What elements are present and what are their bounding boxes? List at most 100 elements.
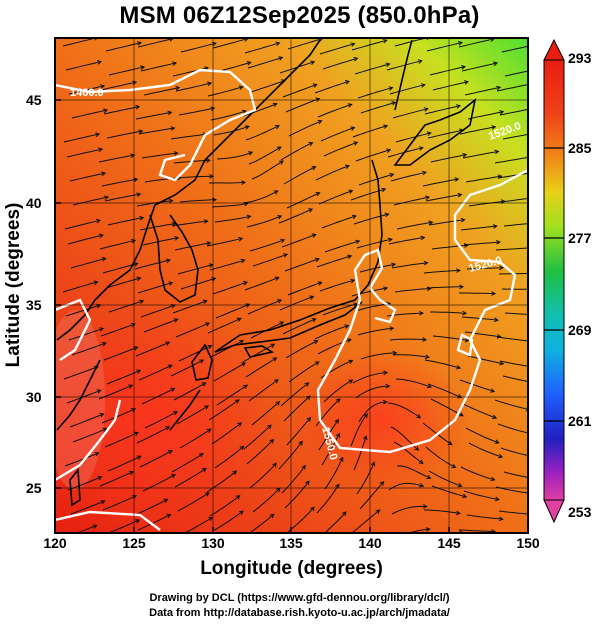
streamline-arrowhead bbox=[457, 40, 464, 46]
streamline bbox=[466, 514, 503, 520]
streamline bbox=[69, 172, 106, 182]
streamline-arrowhead bbox=[350, 278, 356, 284]
streamline-arrowhead bbox=[464, 80, 470, 85]
streamline-arrowhead bbox=[391, 262, 397, 268]
streamline bbox=[135, 341, 170, 357]
streamline-arrowhead bbox=[103, 108, 109, 114]
streamline-arrowhead bbox=[277, 215, 283, 220]
streamline bbox=[392, 108, 428, 119]
streamline-arrowhead bbox=[425, 527, 431, 532]
map-title: MSM 06Z12Sep2025 (850.0hPa) bbox=[119, 2, 480, 29]
streamline-arrowhead bbox=[457, 192, 463, 198]
y-tick-label: 40 bbox=[26, 195, 42, 211]
streamline bbox=[66, 148, 103, 158]
streamline-arrowhead bbox=[241, 180, 247, 185]
axis-ticks bbox=[54, 99, 529, 533]
streamline-arrowhead bbox=[170, 126, 176, 131]
streamline bbox=[210, 110, 246, 121]
streamline bbox=[496, 83, 528, 92]
streamline bbox=[249, 239, 285, 252]
streamline bbox=[393, 441, 424, 464]
streamline-arrowhead bbox=[306, 416, 312, 422]
streamline-arrowhead bbox=[348, 359, 354, 365]
credit-line-data: Data from http://database.rish.kyoto-u.a… bbox=[149, 607, 450, 619]
x-tick-label: 150 bbox=[516, 535, 540, 551]
streamline bbox=[63, 133, 100, 143]
coastline-china-east bbox=[56, 159, 206, 341]
streamline-arrowhead bbox=[95, 132, 101, 138]
streamline bbox=[65, 61, 102, 71]
streamline bbox=[500, 197, 528, 203]
streamline bbox=[319, 279, 355, 292]
streamline-arrowhead bbox=[389, 326, 395, 331]
streamline bbox=[68, 85, 105, 95]
streamline-arrowhead bbox=[417, 59, 423, 64]
x-tick-label: 140 bbox=[358, 535, 382, 551]
streamline-arrowhead bbox=[414, 446, 420, 451]
streamline bbox=[322, 57, 358, 70]
colorbar-bottom-arrow bbox=[543, 499, 565, 524]
streamline bbox=[386, 60, 422, 71]
streamline bbox=[463, 241, 500, 246]
streamline-arrowhead bbox=[277, 299, 283, 304]
streamline bbox=[216, 384, 248, 406]
streamline-arrowhead bbox=[529, 431, 533, 435]
streamline-arrowhead bbox=[344, 324, 350, 329]
streamline-arrowhead bbox=[239, 445, 245, 451]
contour-1460 bbox=[55, 68, 257, 182]
streamline bbox=[245, 125, 280, 141]
streamline-arrowhead bbox=[346, 338, 352, 343]
streamline bbox=[175, 322, 210, 338]
streamline bbox=[243, 424, 272, 450]
streamline-arrowhead bbox=[347, 254, 353, 260]
streamline-arrowhead bbox=[317, 281, 323, 286]
streamline-arrowhead bbox=[238, 85, 244, 90]
streamline-arrowhead bbox=[278, 56, 284, 61]
streamline-arrowhead bbox=[201, 382, 207, 387]
streamline-arrowhead bbox=[168, 281, 174, 286]
streamline bbox=[284, 480, 310, 509]
streamline bbox=[354, 63, 390, 75]
streamline bbox=[467, 111, 504, 120]
streamline-arrowhead bbox=[420, 235, 426, 241]
streamline bbox=[281, 234, 316, 248]
streamline bbox=[278, 208, 313, 224]
streamline-arrowhead bbox=[335, 483, 340, 489]
streamline bbox=[393, 196, 430, 206]
streamline bbox=[324, 457, 344, 490]
coastline-ryukyu bbox=[169, 389, 201, 431]
streamline bbox=[108, 66, 145, 76]
streamline-arrowhead bbox=[383, 286, 389, 291]
streamline-arrowhead bbox=[532, 365, 536, 369]
streamline bbox=[178, 107, 215, 116]
streamline bbox=[501, 45, 528, 53]
streamline-arrowhead bbox=[389, 172, 395, 178]
streamline bbox=[211, 202, 248, 208]
streamline bbox=[459, 292, 496, 295]
streamline-arrowhead bbox=[136, 276, 142, 282]
contour-1520 bbox=[55, 298, 92, 361]
streamline bbox=[214, 446, 245, 469]
streamline bbox=[142, 237, 179, 246]
streamline bbox=[106, 369, 141, 385]
streamline-arrowhead bbox=[418, 146, 424, 151]
contour-south bbox=[55, 510, 161, 531]
streamline bbox=[494, 156, 528, 164]
streamline-arrowhead bbox=[536, 477, 540, 481]
streamline-arrowhead bbox=[206, 158, 211, 163]
streamline bbox=[425, 194, 462, 202]
streamline bbox=[105, 42, 142, 52]
streamline bbox=[212, 38, 248, 49]
streamline-arrowhead bbox=[279, 321, 285, 326]
credit-line-drawing: Drawing by DCL (https://www.gfd-dennou.o… bbox=[149, 592, 450, 604]
streamline-arrowhead bbox=[246, 61, 252, 66]
streamline-arrowhead bbox=[243, 281, 248, 286]
streamline bbox=[458, 38, 495, 48]
streamline bbox=[243, 190, 278, 204]
graticule bbox=[55, 38, 528, 533]
streamline bbox=[244, 277, 279, 291]
streamline bbox=[249, 463, 277, 489]
streamline bbox=[498, 272, 528, 275]
streamline-arrowhead bbox=[455, 510, 461, 516]
streamline-arrowhead bbox=[207, 81, 213, 87]
